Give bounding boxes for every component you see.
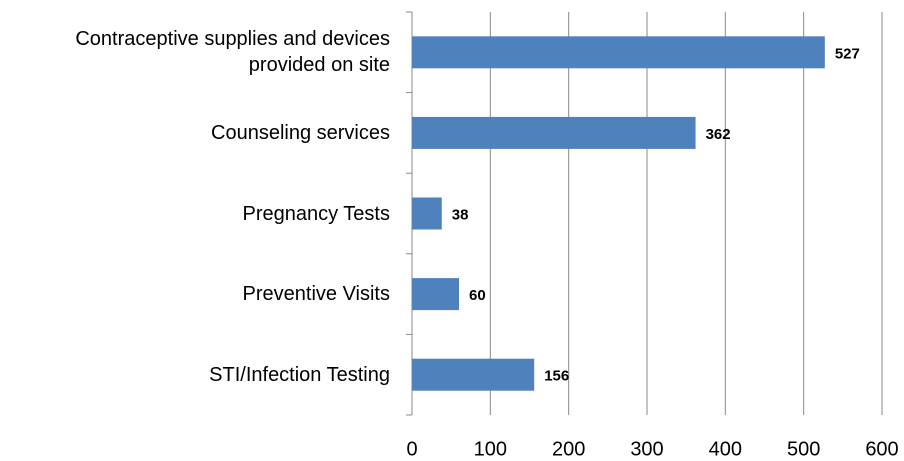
data-label: 38: [452, 206, 469, 223]
y-tick-label: STI/Infection Testing: [209, 363, 390, 386]
bar: [412, 36, 825, 69]
y-tick-label: Contraceptive supplies and devices provi…: [75, 28, 390, 77]
x-tick-label: 100: [474, 438, 507, 460]
data-label: 60: [469, 287, 486, 304]
data-label: 362: [706, 126, 731, 143]
data-label: 156: [544, 368, 569, 385]
y-tick-label: Counseling services: [211, 121, 390, 144]
x-tick-label: 600: [865, 438, 898, 460]
data-label: 527: [835, 45, 860, 62]
x-tick-label: 200: [552, 438, 585, 460]
bar: [412, 278, 459, 311]
x-tick-label: 400: [709, 438, 742, 460]
bar: [412, 116, 696, 149]
x-tick-label: 500: [787, 438, 820, 460]
bar: [412, 358, 535, 391]
x-tick-label: 300: [630, 438, 663, 460]
y-tick-label: Preventive Visits: [242, 283, 390, 306]
bar: [412, 197, 442, 230]
x-tick-label: 0: [406, 438, 417, 460]
y-tick-label: Pregnancy Tests: [242, 202, 391, 225]
